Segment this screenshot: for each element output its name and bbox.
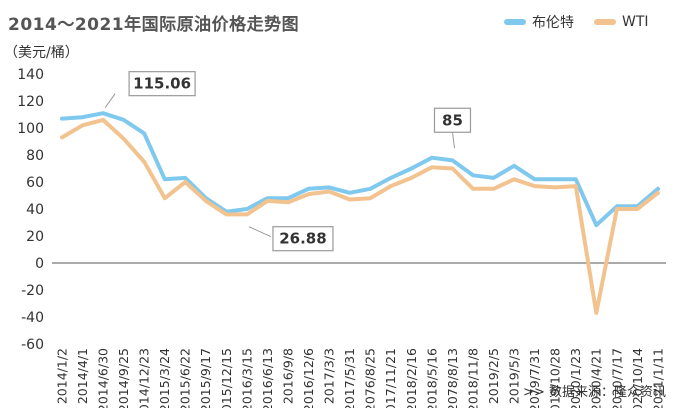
x-tick-label: 2015/6/22 (178, 348, 193, 408)
legend-swatch-brent (504, 19, 526, 25)
x-tick-label: 2020/10/14 (630, 348, 645, 408)
y-tick-label: 20 (26, 229, 44, 245)
series-line-brent (60, 111, 660, 228)
annotation-leader (451, 132, 455, 149)
annotation-label: 85 (442, 111, 463, 129)
annotation-box (433, 107, 472, 133)
x-tick-label: 2016/12/6 (301, 348, 316, 408)
legend-item-brent: 布伦特 (504, 12, 574, 32)
x-tick-label: 2014/12/23 (137, 348, 152, 408)
x-tick-label: 2076/8/25 (363, 348, 378, 408)
y-tick-label: 100 (17, 121, 44, 137)
x-tick-label: 2015/9/17 (198, 348, 213, 408)
x-tick-label: 2014/6/30 (95, 348, 110, 408)
x-tick-label: 2017/11/21 (383, 348, 398, 408)
legend-label-wti: WTI (622, 14, 649, 30)
y-tick-label: 140 (17, 67, 44, 83)
legend-swatch-wti (594, 19, 616, 25)
legend: 布伦特 WTI (504, 12, 669, 32)
x-tick-label: 2015/12/15 (219, 348, 234, 408)
x-tick-label: 2018/5/16 (424, 348, 439, 408)
x-tick-label: 2018/2/16 (404, 348, 419, 408)
x-tick-label: 2020/7/17 (609, 348, 624, 408)
y-tick-label: -40 (21, 310, 44, 326)
x-tick-label: 2016/6/13 (260, 348, 275, 408)
source-note: >> 数据来源：隆众资讯 (523, 381, 666, 400)
annotation-box (128, 71, 196, 97)
annotation-label: 26.88 (279, 230, 326, 248)
x-tick-label: 2017/5/31 (342, 348, 357, 408)
chart-title: 2014～2021年国际原油价格走势图 (8, 15, 300, 35)
legend-item-wti: WTI (594, 14, 649, 30)
y-axis-unit: （美元/桶） (4, 45, 79, 61)
y-tick-label: 60 (26, 175, 44, 191)
y-tick-label: -20 (21, 283, 44, 299)
x-tick-label: 2014/9/25 (116, 348, 131, 408)
x-tick-label: 2016/3/15 (239, 348, 254, 408)
x-tick-label: 2020/1/23 (568, 348, 583, 408)
x-tick-label: 2019/5/3 (507, 348, 522, 404)
x-tick-label: 2015/3/24 (157, 348, 172, 408)
source-text: 数据来源：隆众资讯 (548, 385, 666, 400)
x-tick-label: 2018/11/8 (465, 348, 480, 408)
y-tick-label: 0 (35, 256, 44, 272)
x-tick-label: 2019/10/28 (548, 348, 563, 408)
x-tick-label: 2017/3/3 (322, 348, 337, 404)
annotation-label: 115.06 (133, 75, 191, 93)
x-tick-label: 2014/4/1 (75, 348, 90, 404)
x-tick-label: 2020/4/21 (589, 348, 604, 408)
x-tick-label: 2014/1/2 (54, 348, 69, 404)
annotation-leader (104, 93, 116, 108)
x-tick-label: 2016/9/8 (280, 348, 295, 404)
x-tick-label: 2019/2/5 (486, 348, 501, 404)
x-tick-label: 2079/7/31 (527, 348, 542, 408)
annotation-box (272, 226, 334, 252)
y-tick-label: 80 (26, 148, 44, 164)
y-tick-label: -60 (21, 337, 44, 353)
annotation-leader (248, 226, 272, 238)
series-line-wti (60, 117, 660, 315)
source-prefix: >> (523, 385, 545, 400)
x-tick-label: 2078/8/13 (445, 348, 460, 408)
y-tick-label: 40 (26, 202, 44, 218)
legend-label-brent: 布伦特 (532, 15, 574, 31)
x-tick-label: 2021/1/11 (650, 348, 665, 408)
y-tick-label: 120 (17, 94, 44, 110)
